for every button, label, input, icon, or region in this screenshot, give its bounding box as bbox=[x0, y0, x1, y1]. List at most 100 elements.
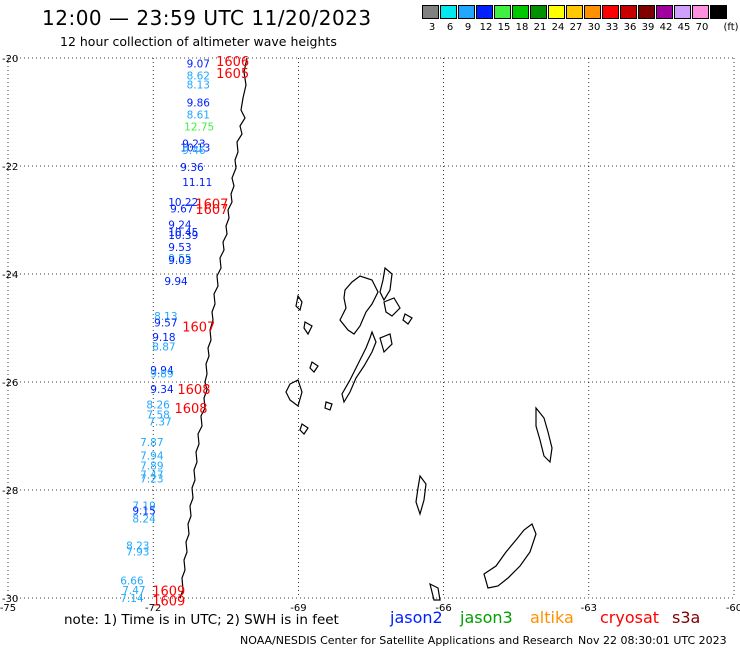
island-2 bbox=[303, 321, 313, 336]
wave-height-reading: 7.37 bbox=[148, 416, 171, 428]
legend-swatch bbox=[566, 5, 583, 19]
satellite-cryosat: cryosat bbox=[600, 608, 660, 627]
legend-swatch bbox=[638, 5, 655, 19]
wave-height-reading: 7.19 bbox=[132, 501, 155, 513]
wave-height-reading: 7.93 bbox=[126, 547, 149, 559]
wave-height-reading: 8.62 bbox=[187, 70, 210, 82]
map-subtitle: 12 hour collection of altimeter wave hei… bbox=[60, 34, 337, 49]
wave-height-reading: 7.58 bbox=[146, 409, 169, 421]
lon-tick-label: -72 bbox=[145, 603, 161, 614]
wave-height-reading: 8.24 bbox=[132, 514, 156, 526]
legend-label: 24 bbox=[551, 22, 565, 33]
legend-label: 36 bbox=[623, 22, 637, 33]
island-5 bbox=[383, 297, 401, 317]
legend-swatch bbox=[710, 5, 727, 19]
wave-height-reading: 8.23 bbox=[126, 541, 149, 553]
wave-height-reading: 9.55 bbox=[168, 253, 191, 265]
map-title: 12:00 — 23:59 UTC 11/20/2023 bbox=[42, 6, 372, 30]
legend-label: 30 bbox=[587, 22, 601, 33]
wave-height-reading: 9.53 bbox=[168, 242, 191, 254]
axis-tick-labels: -75 -72 -69 -66 -63 -60 -20 -22 -24 -26 -28 -30 bbox=[0, 54, 740, 614]
legend-label: 18 bbox=[515, 22, 529, 33]
satellite-s3a: s3a bbox=[672, 608, 701, 627]
lat-tick-label: -28 bbox=[2, 486, 18, 497]
legend-swatch bbox=[674, 5, 691, 19]
legend-swatch bbox=[458, 5, 475, 19]
pass-time-label: 1607 bbox=[182, 320, 215, 335]
wave-height-reading: 10.45 bbox=[168, 227, 198, 239]
island-12 bbox=[299, 423, 309, 435]
satellite-jason3: jason3 bbox=[460, 608, 513, 627]
satellite-altika: altika bbox=[530, 608, 574, 627]
island-13 bbox=[535, 406, 553, 464]
island-7 bbox=[341, 330, 377, 404]
wave-height-reading: 9.18 bbox=[152, 332, 175, 344]
legend-swatch bbox=[602, 5, 619, 19]
legend-label: 12 bbox=[479, 22, 493, 33]
island-4 bbox=[379, 266, 393, 302]
legend-label: 39 bbox=[641, 22, 655, 33]
wave-height-reading: 8.87 bbox=[152, 341, 175, 353]
legend-label: 3 bbox=[428, 22, 436, 33]
wave-height-reading: 9.36 bbox=[180, 162, 204, 174]
legend-swatch bbox=[620, 5, 637, 19]
lat-tick-label: -30 bbox=[2, 594, 18, 605]
island-16 bbox=[429, 582, 441, 601]
legend-label: 33 bbox=[605, 22, 619, 33]
pass-time-label: 1606 bbox=[216, 55, 249, 70]
wave-height-reading: 10.39 bbox=[168, 230, 198, 242]
wave-height-reading: 9.89 bbox=[150, 368, 173, 380]
island-14 bbox=[415, 474, 427, 517]
legend-label: 45 bbox=[677, 22, 691, 33]
legend-label: 27 bbox=[569, 22, 583, 33]
generated-timestamp: Nov 22 08:30:01 UTC 2023 bbox=[578, 634, 727, 647]
wave-height-reading: 7.47 bbox=[140, 469, 163, 481]
wave-height-reading: 9.46 bbox=[182, 145, 206, 157]
wave-height-reading: 9.15 bbox=[132, 506, 155, 518]
lon-tick-label: -66 bbox=[435, 603, 451, 614]
wave-height-reading: 9.94 bbox=[150, 365, 174, 377]
lat-tick-label: -26 bbox=[2, 378, 18, 389]
wave-height-reading: 6.66 bbox=[120, 576, 144, 588]
wave-height-reading: 12.75 bbox=[184, 122, 214, 134]
island-11 bbox=[324, 401, 333, 411]
lat-tick-label: -20 bbox=[2, 54, 18, 65]
legend-unit: (ft) bbox=[723, 22, 739, 33]
wave-height-reading: 8.61 bbox=[187, 110, 210, 122]
wave-height-reading: 9.23 bbox=[182, 138, 205, 150]
wave-height-reading: 7.47 bbox=[122, 585, 145, 597]
legend-label: 15 bbox=[497, 22, 511, 33]
wave-height-reading: 9.57 bbox=[154, 318, 177, 330]
footnote: note: 1) Time is in UTC; 2) SWH is in fe… bbox=[64, 612, 339, 628]
wave-height-reading: 7.87 bbox=[140, 437, 163, 449]
legend-label: 42 bbox=[659, 22, 673, 33]
chile-coastline bbox=[179, 57, 248, 599]
legend-swatch bbox=[494, 5, 511, 19]
lon-tick-label: -63 bbox=[581, 603, 597, 614]
wave-height-reading: 7.23 bbox=[140, 474, 163, 486]
lon-tick-label: -60 bbox=[726, 603, 740, 614]
pass-time-label: 1607 bbox=[195, 197, 228, 212]
wave-height-reading: 11.11 bbox=[182, 177, 212, 189]
island-3 bbox=[339, 275, 379, 335]
satellite-legend: jason2 jason3 altika cryosat s3a bbox=[0, 608, 740, 628]
legend-swatch bbox=[584, 5, 601, 19]
pass-time-label: 1609 bbox=[152, 595, 185, 610]
wave-height-reading: 8.26 bbox=[146, 400, 170, 412]
island-8 bbox=[379, 333, 393, 354]
legend-swatch bbox=[656, 5, 673, 19]
island-1 bbox=[295, 294, 303, 312]
legend-swatch bbox=[440, 5, 457, 19]
pass-time-label: 1605 bbox=[216, 67, 249, 82]
legend-label: 21 bbox=[533, 22, 547, 33]
wave-height-reading: 9.86 bbox=[187, 97, 211, 109]
lon-tick-label: -75 bbox=[0, 603, 16, 614]
coastline bbox=[179, 57, 553, 601]
wave-height-readings: 9.078.628.139.868.6112.759.2310.139.469.… bbox=[120, 58, 214, 605]
wave-height-reading: 8.13 bbox=[154, 311, 177, 323]
pass-time-label: 1608 bbox=[177, 383, 210, 398]
wave-height-reading: 9.34 bbox=[150, 384, 174, 396]
wave-height-reading: 9.67 bbox=[170, 204, 193, 216]
